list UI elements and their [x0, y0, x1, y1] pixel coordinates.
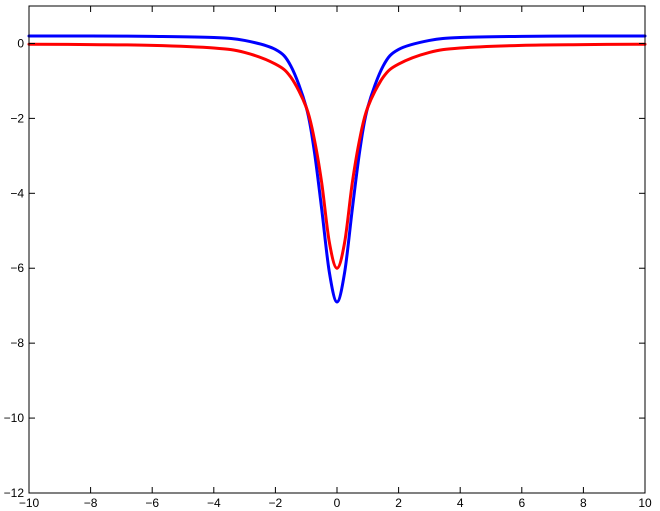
red-series-line: [27, 42, 647, 270]
x-tick-label: 8: [580, 496, 587, 510]
blue-series-line: [27, 34, 647, 304]
x-tick-label: 6: [518, 496, 525, 510]
plot-area-frame: [28, 5, 646, 494]
x-tick-label: 0: [334, 496, 341, 510]
y-tick-label: −6: [10, 261, 24, 275]
tick-layer: −10 −8 −6 −4 −2 0 2 4 6 8 100−2−4−6−8−10−12: [4, 6, 652, 510]
x-tick-label: 10: [638, 496, 652, 510]
x-tick-label: −8: [84, 496, 98, 510]
x-tick-label: −10: [19, 496, 40, 510]
x-tick-label: −2: [269, 496, 283, 510]
y-tick-label: −8: [10, 336, 24, 350]
x-tick-label: 2: [395, 496, 402, 510]
x-tick-label: 4: [457, 496, 464, 510]
series-layer: [27, 34, 647, 304]
x-tick-label: −6: [145, 496, 159, 510]
x-tick-label: −4: [207, 496, 221, 510]
y-tick-label: −2: [10, 111, 24, 125]
y-tick-label: −10: [4, 411, 25, 425]
y-tick-label: 0: [17, 36, 24, 50]
y-tick-label: −4: [10, 186, 24, 200]
y-tick-label: −12: [4, 486, 25, 500]
